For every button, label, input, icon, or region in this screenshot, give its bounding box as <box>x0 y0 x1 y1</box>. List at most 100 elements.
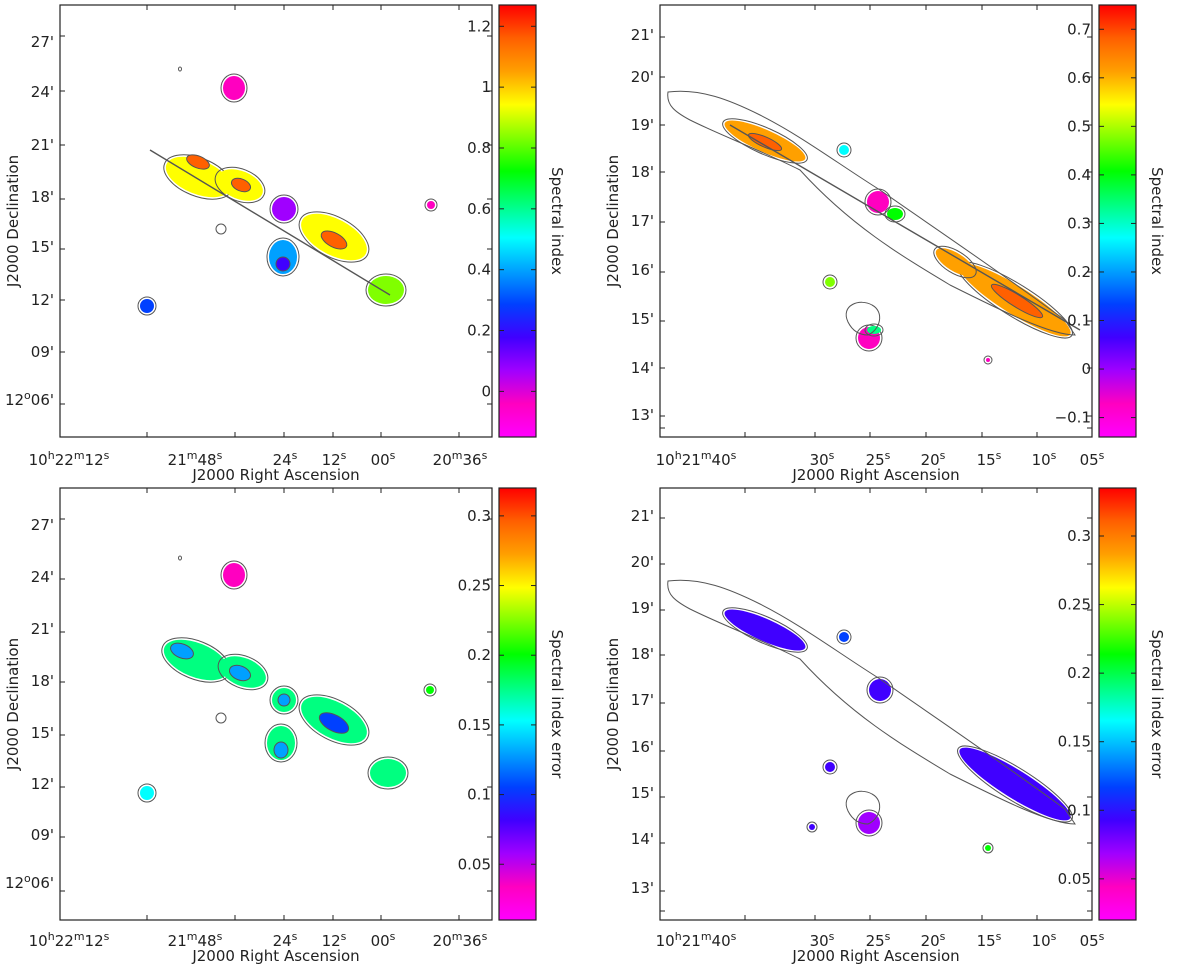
y-tick-label: 17' <box>631 691 654 709</box>
colorbar-tick-label: −0.1 <box>1055 409 1091 427</box>
core-contour <box>230 177 252 193</box>
core-contour <box>320 230 348 250</box>
tick-sup: m <box>74 930 85 943</box>
tick-part: 22 <box>55 932 74 950</box>
tick-part: 10 <box>656 451 675 469</box>
colorbar-tick-label: 0.1 <box>1067 801 1091 819</box>
tick-part: 21' <box>31 620 54 638</box>
tick-part: 15' <box>31 238 54 256</box>
colorbar-tick-label: 1.2 <box>467 17 491 35</box>
tick-sup: m <box>74 449 85 462</box>
emission-region <box>959 747 1071 821</box>
y-tick-label: 24' <box>31 83 54 101</box>
tick-part: 18' <box>31 672 54 690</box>
tick-part: 17' <box>631 212 654 230</box>
colorbar-tick-label: 0.15 <box>458 716 491 734</box>
emission-region <box>427 201 435 209</box>
tick-part: 10 <box>29 932 48 950</box>
x-tick-label: 10h21m40s <box>656 930 737 950</box>
tick-part: 12 <box>85 932 104 950</box>
tick-sup: s <box>996 449 1002 462</box>
tick-part: 18' <box>31 188 54 206</box>
tick-part: 25 <box>866 932 885 950</box>
y-tick-label: 18' <box>631 163 654 181</box>
colorbar <box>499 5 536 437</box>
tick-part: 13' <box>631 406 654 424</box>
x-axis-label: J2000 Right Ascension <box>191 466 359 484</box>
tick-part: 48 <box>197 932 216 950</box>
contour <box>806 821 818 833</box>
x-tick-label: 30s <box>810 449 835 469</box>
tick-part: 20' <box>631 553 654 571</box>
x-axis-label: J2000 Right Ascension <box>791 947 959 965</box>
tick-sup: m <box>701 449 712 462</box>
emission-region <box>272 197 296 221</box>
y-tick-label: 21' <box>631 507 654 525</box>
core-contour <box>318 712 350 734</box>
plot-frame <box>659 487 1093 921</box>
colorbar-tick-label: 0 <box>1081 360 1091 378</box>
colorbar-label: Spectral index error <box>548 630 566 780</box>
x-tick-label: 24s <box>273 449 298 469</box>
emission-region <box>867 326 881 334</box>
tick-part: 12 <box>85 451 104 469</box>
colorbar-tick-label: 1 <box>481 78 491 96</box>
contour <box>264 723 298 763</box>
x-axis-label: J2000 Right Ascension <box>191 947 359 965</box>
extended-contour <box>667 90 1076 336</box>
x-tick-label: 24s <box>273 930 298 950</box>
tick-part: 22 <box>55 451 74 469</box>
tick-part: 30 <box>810 932 829 950</box>
y-tick-label: 19' <box>631 599 654 617</box>
contour <box>722 118 808 164</box>
tick-sup: m <box>701 930 712 943</box>
tick-part: 15' <box>631 784 654 802</box>
y-tick-label: 18' <box>631 645 654 663</box>
contour <box>367 756 409 790</box>
contour <box>424 198 438 212</box>
contour <box>866 676 894 704</box>
tick-part: 16' <box>631 261 654 279</box>
y-tick-label: 27' <box>31 33 54 51</box>
colorbar-label: Spectral index error <box>1148 630 1166 780</box>
colorbar-tick-label: 0.05 <box>1058 870 1091 888</box>
tick-sup: s <box>217 930 223 943</box>
x-tick-label: 00s <box>371 449 396 469</box>
emission-region <box>825 762 835 772</box>
tick-sup: s <box>292 449 298 462</box>
tick-sup: s <box>390 930 396 943</box>
emission-region <box>140 299 154 313</box>
x-tick-label: 20m36s <box>433 930 488 950</box>
y-axis-label: J2000 Declination <box>4 155 22 288</box>
tick-part: 06' <box>31 391 54 409</box>
tick-part: 00 <box>371 932 390 950</box>
tick-sup: s <box>829 449 835 462</box>
x-tick-label: 10h22m12s <box>29 449 110 469</box>
tick-part: 36 <box>462 932 481 950</box>
tick-sup: s <box>731 930 737 943</box>
tick-part: 12 <box>5 391 24 409</box>
tick-part: 18' <box>631 645 654 663</box>
plot-frame <box>59 4 493 438</box>
contour <box>269 685 299 715</box>
colorbar-tick-label: 0.6 <box>1067 69 1091 87</box>
contour <box>836 142 852 158</box>
core-contour <box>277 693 291 707</box>
tick-sup: s <box>104 930 110 943</box>
emission-region <box>368 276 404 304</box>
y-tick-label: 16' <box>631 261 654 279</box>
y-tick-label: 16' <box>631 738 654 756</box>
colorbar-tick-label: 0.2 <box>467 322 491 340</box>
emission-region <box>869 679 891 701</box>
contour <box>822 759 838 775</box>
contour <box>423 683 437 697</box>
tick-part: 13' <box>631 879 654 897</box>
contour <box>822 274 838 290</box>
colorbar-tick-label: 0.5 <box>1067 117 1091 135</box>
tick-sup: s <box>390 449 396 462</box>
tick-sup: o <box>24 389 31 402</box>
x-tick-label: 25s <box>866 449 891 469</box>
tick-part: 14' <box>631 359 654 377</box>
